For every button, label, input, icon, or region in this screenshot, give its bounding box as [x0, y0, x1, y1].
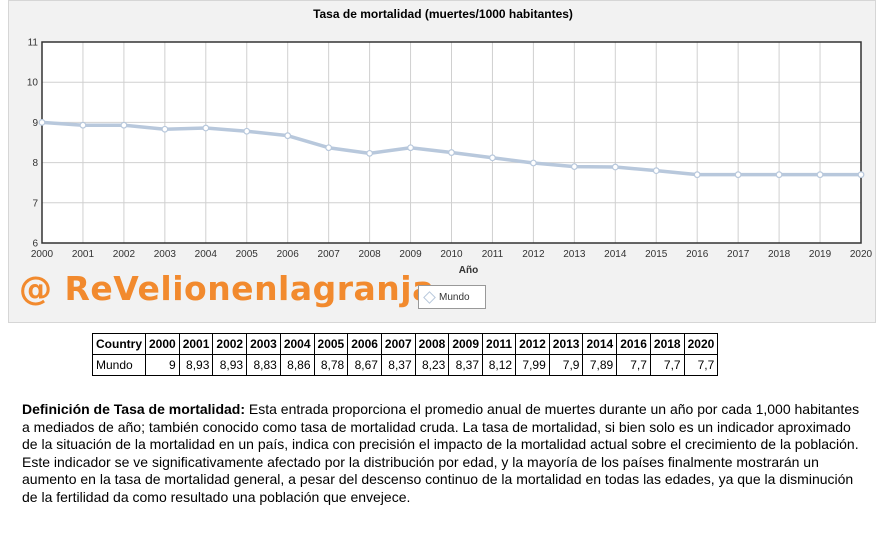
table-header-year: 2001 [178, 333, 214, 355]
definition-paragraph: Definición de Tasa de mortalidad: Esta e… [22, 401, 870, 507]
y-tick-label: 8 [32, 158, 38, 169]
x-tick-label: 2017 [727, 249, 750, 260]
legend-marker-icon [423, 290, 436, 304]
table-row-name: Mundo [92, 354, 146, 376]
y-tick-label: 9 [32, 118, 38, 129]
data-point [79, 121, 87, 129]
data-point [693, 171, 701, 179]
data-point [570, 163, 578, 171]
table-header-year: 2004 [279, 333, 315, 355]
table-header-year: 2009 [448, 333, 484, 355]
table-cell-value: 9 [145, 354, 180, 376]
data-point [775, 171, 783, 179]
x-tick-label: 2007 [318, 249, 341, 260]
y-tick-label: 7 [32, 198, 38, 209]
table-cell-value: 8,78 [313, 354, 349, 376]
x-tick-label: 2004 [195, 249, 218, 260]
data-point [38, 118, 46, 126]
x-tick-label: 2003 [154, 249, 177, 260]
table-header-year: 2014 [582, 333, 618, 355]
x-tick-label: 2014 [604, 249, 627, 260]
x-axis-label: Año [459, 265, 478, 276]
table-cell-value: 8,93 [212, 354, 248, 376]
table-header-year: 2005 [313, 333, 349, 355]
data-point [448, 149, 455, 156]
table-cell-value: 7,7 [683, 354, 719, 376]
table-cell-value: 7,9 [548, 354, 584, 376]
data-point [243, 127, 251, 135]
table-cell-value: 7,7 [649, 354, 685, 376]
table-header-year: 2008 [414, 333, 450, 355]
table-header-row: Country 2000 2001 2002 2003 2004 2005 2006 2007… [92, 333, 719, 355]
data-point [325, 144, 333, 152]
x-tick-label: 2006 [277, 249, 300, 260]
data-point [120, 121, 128, 129]
x-tick-label: 2020 [850, 249, 873, 260]
data-point [202, 124, 210, 132]
table-cell-value: 8,86 [279, 354, 315, 376]
chart-legend[interactable]: Mundo [418, 285, 486, 309]
table-cell-value: 8,12 [482, 354, 517, 376]
table-header-year: 2020 [683, 333, 719, 355]
table-header-year: 2011 [482, 333, 517, 355]
data-point [407, 144, 414, 152]
definition-term: Definición de Tasa de mortalidad: [22, 401, 246, 417]
table-header-year: 2012 [515, 333, 550, 355]
table-header-year: 2000 [145, 333, 180, 355]
table-header-year: 2006 [347, 333, 382, 355]
x-tick-label: 2010 [440, 249, 463, 260]
x-tick-label: 2018 [768, 249, 791, 260]
x-tick-label: 2019 [809, 249, 832, 260]
data-point [161, 125, 169, 133]
x-tick-label: 2009 [399, 249, 422, 260]
x-tick-label: 2008 [358, 249, 381, 260]
chart-title: Tasa de mortalidad (muertes/1000 habitan… [313, 7, 573, 21]
table-cell-value: 7,89 [582, 354, 618, 376]
x-tick-label: 2016 [686, 249, 709, 260]
y-tick-label: 11 [28, 38, 39, 49]
table-row: Mundo 9 8,93 8,93 8,83 8,86 8,78 8,67 8,37 8,23 8… [92, 354, 719, 376]
table-header-year: 2002 [212, 333, 248, 355]
table-cell-value: 8,23 [414, 354, 450, 376]
table-cell-value: 8,67 [347, 354, 382, 376]
table-cell-value: 7,99 [515, 354, 550, 376]
table-cell-value: 8,93 [178, 354, 214, 376]
table-header-year: 2016 [616, 333, 651, 355]
y-tick-label: 6 [32, 239, 38, 250]
data-point [816, 171, 824, 179]
line-chart: 6 7 8 9 10 11 2000 2001 2002 2003 2004 2005 2006 2007… [27, 38, 873, 277]
x-tick-label: 2013 [563, 249, 586, 260]
data-point [734, 171, 742, 179]
x-tick-label: 2015 [645, 249, 668, 260]
definition-text: Esta entrada proporciona el promedio anu… [22, 401, 860, 505]
y-tick-label: 10 [27, 78, 39, 89]
x-tick-label: 2012 [522, 249, 545, 260]
x-tick-label: 2001 [72, 249, 95, 260]
legend-label-mundo: Mundo [439, 291, 470, 303]
watermark-text: @ ReVelionenlagranja [19, 269, 435, 308]
x-tick-label: 2000 [31, 249, 54, 260]
data-point [366, 149, 374, 157]
table-cell-value: 8,37 [448, 354, 484, 376]
table-header-country: Country [92, 333, 146, 355]
data-point [611, 163, 619, 171]
x-tick-label: 2002 [113, 249, 136, 260]
data-point [284, 132, 292, 140]
table-cell-value: 8,37 [380, 354, 416, 376]
chart-panel: 6 7 8 9 10 11 2000 2001 2002 2003 2004 2005 2006 2007… [8, 0, 876, 323]
table-cell-value: 7,7 [616, 354, 651, 376]
table-header-year: 2013 [548, 333, 584, 355]
table-header-year: 2007 [380, 333, 416, 355]
plot-frame [41, 41, 862, 244]
data-table: Country 2000 2001 2002 2003 2004 2005 2006 2007… [92, 333, 719, 376]
table-cell-value: 8,83 [246, 354, 281, 376]
x-tick-label: 2011 [482, 249, 504, 260]
data-point [530, 159, 537, 167]
x-tick-label: 2005 [236, 249, 259, 260]
table-header-year: 2018 [649, 333, 685, 355]
table-header-year: 2003 [246, 333, 281, 355]
data-point [489, 154, 496, 162]
data-point [652, 167, 660, 175]
data-point [857, 171, 865, 179]
